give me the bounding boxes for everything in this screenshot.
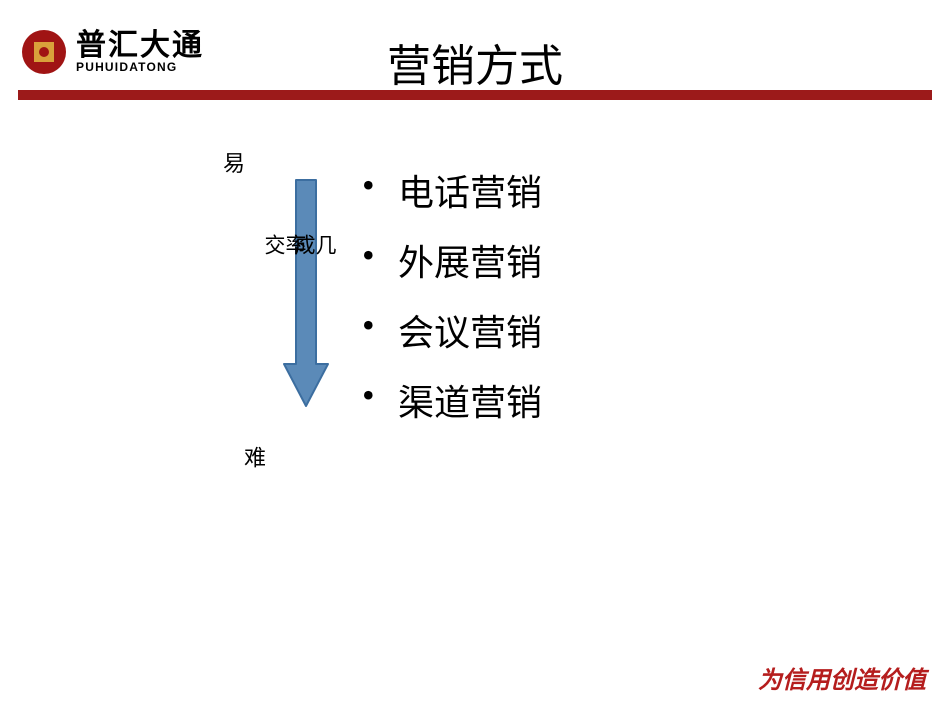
list-item: 渠道营销 <box>362 374 542 426</box>
bullet-list: 电话营销 外展营销 会议营销 渠道营销 <box>362 164 542 444</box>
divider-rule <box>18 90 932 100</box>
scale-label-top: 易 <box>223 146 245 178</box>
arrow-axis-label-2: 几率 <box>280 234 340 257</box>
list-item: 会议营销 <box>362 304 542 356</box>
slide-title: 营销方式 <box>0 30 950 94</box>
header: 普汇大通 PUHUIDATONG 营销方式 <box>0 0 950 90</box>
footer-slogan: 为信用创造价值 <box>758 660 926 695</box>
scale-label-bottom: 难 <box>237 446 269 468</box>
list-item: 电话营销 <box>362 164 542 216</box>
list-item: 外展营销 <box>362 234 542 286</box>
down-arrow-icon <box>282 178 330 410</box>
